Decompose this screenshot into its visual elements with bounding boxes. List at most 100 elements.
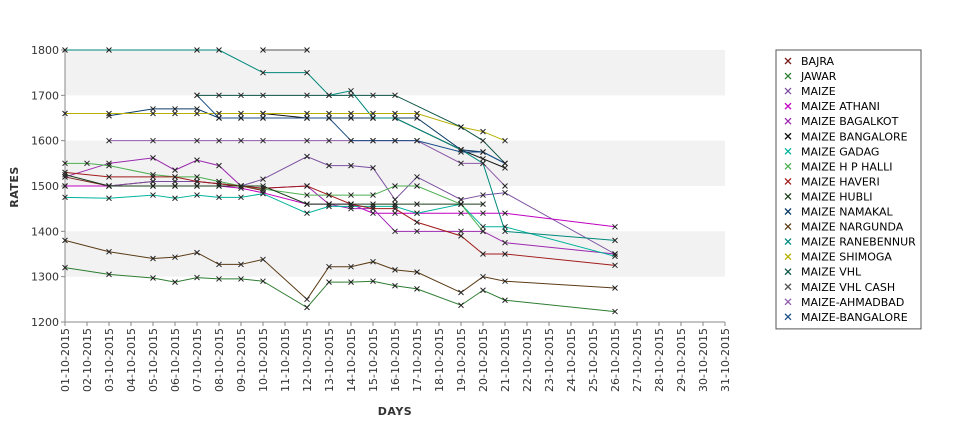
data-point-marker bbox=[348, 115, 354, 121]
legend-marker bbox=[784, 268, 792, 276]
series-line bbox=[197, 94, 506, 164]
legend-label: MAIZE SHIMOGA bbox=[801, 251, 892, 264]
data-point-marker bbox=[172, 167, 178, 173]
data-point-marker bbox=[414, 286, 420, 292]
data-point-marker bbox=[502, 210, 508, 217]
data-point-marker bbox=[194, 92, 200, 99]
legend-label: MAIZE VHL bbox=[801, 266, 862, 279]
data-point-marker bbox=[260, 256, 266, 263]
legend-marker bbox=[784, 298, 792, 306]
data-point-marker bbox=[370, 115, 376, 121]
x-tick-label: 15-10-2015 bbox=[367, 328, 380, 392]
data-point-marker bbox=[348, 137, 354, 144]
data-point-marker bbox=[194, 106, 200, 112]
data-point-marker bbox=[480, 287, 486, 294]
legend-marker bbox=[784, 102, 792, 110]
data-point-marker bbox=[326, 192, 332, 198]
data-point-marker bbox=[62, 47, 68, 53]
legend-label: MAIZE RANEBENNUR bbox=[801, 236, 916, 249]
data-point-marker bbox=[238, 137, 244, 144]
data-point-marker bbox=[326, 137, 332, 144]
data-point-marker bbox=[216, 180, 222, 187]
x-tick-label: 11-10-2015 bbox=[279, 328, 292, 392]
series-line bbox=[64, 174, 483, 205]
data-point-marker bbox=[194, 137, 200, 144]
data-point-marker bbox=[62, 169, 68, 176]
series-line bbox=[65, 155, 616, 255]
data-point-marker bbox=[194, 178, 200, 185]
data-point-marker bbox=[216, 110, 222, 117]
data-point-marker bbox=[458, 289, 464, 296]
series-group bbox=[260, 47, 310, 53]
data-point-marker bbox=[172, 174, 178, 180]
data-point-marker bbox=[458, 201, 464, 207]
data-point-marker bbox=[150, 255, 156, 262]
data-point-marker bbox=[304, 183, 310, 189]
data-point-marker bbox=[370, 137, 376, 144]
data-point-marker bbox=[62, 183, 68, 189]
data-point-marker bbox=[612, 253, 618, 260]
data-point-marker bbox=[106, 137, 112, 144]
legend-label: MAIZE-BANGALORE bbox=[801, 311, 908, 324]
data-point-marker bbox=[612, 285, 618, 291]
data-point-marker bbox=[370, 210, 376, 217]
data-point-marker bbox=[62, 264, 68, 271]
data-point-marker bbox=[304, 69, 310, 76]
data-point-marker bbox=[194, 174, 200, 180]
data-point-marker bbox=[194, 157, 200, 164]
data-point-marker bbox=[392, 115, 398, 121]
grid-band bbox=[65, 140, 725, 186]
y-tick-label: 1400 bbox=[31, 225, 59, 238]
x-tick-label: 31-10-2015 bbox=[719, 328, 732, 392]
x-tick-label: 18-10-2015 bbox=[433, 328, 446, 392]
data-point-marker bbox=[172, 279, 178, 285]
data-point-marker bbox=[502, 160, 508, 167]
data-point-marker bbox=[414, 174, 420, 180]
data-point-marker bbox=[348, 87, 354, 94]
data-point-marker bbox=[150, 192, 156, 198]
data-point-marker bbox=[106, 248, 112, 255]
y-tick-label: 1500 bbox=[31, 180, 59, 193]
data-point-marker bbox=[172, 183, 178, 189]
data-point-marker bbox=[62, 171, 68, 178]
data-point-marker bbox=[150, 178, 156, 185]
series-layer bbox=[62, 47, 618, 315]
data-point-marker bbox=[260, 47, 266, 53]
x-tick-label: 14-10-2015 bbox=[345, 328, 358, 392]
legend-label: MAIZE GADAG bbox=[801, 145, 879, 158]
data-point-marker bbox=[260, 115, 266, 121]
data-point-marker bbox=[216, 92, 222, 99]
legend-label: MAIZE HUBLI bbox=[801, 190, 872, 203]
data-point-marker bbox=[194, 249, 200, 256]
data-point-marker bbox=[326, 279, 332, 285]
x-tick-label: 03-10-2015 bbox=[103, 328, 116, 392]
legend-marker bbox=[784, 223, 792, 231]
data-point-marker bbox=[304, 153, 310, 160]
data-point-marker bbox=[612, 237, 618, 244]
legend-marker bbox=[784, 283, 792, 291]
data-point-marker bbox=[260, 92, 266, 99]
data-point-marker bbox=[348, 279, 354, 285]
data-point-marker bbox=[326, 201, 332, 207]
series-group bbox=[194, 92, 508, 167]
data-point-marker bbox=[502, 137, 508, 144]
x-tick-label: 29-10-2015 bbox=[675, 328, 688, 392]
data-point-marker bbox=[502, 183, 508, 189]
data-point-marker bbox=[502, 251, 508, 257]
data-point-marker bbox=[216, 276, 222, 282]
data-point-marker bbox=[502, 189, 508, 196]
legend-label: MAIZE BANGALORE bbox=[801, 130, 908, 143]
data-point-marker bbox=[502, 297, 508, 304]
data-point-marker bbox=[414, 110, 420, 117]
x-tick-label: 07-10-2015 bbox=[191, 328, 204, 392]
data-point-marker bbox=[106, 195, 112, 202]
legend-label: MAIZE BAGALKOT bbox=[801, 115, 899, 128]
data-point-marker bbox=[458, 302, 464, 309]
data-point-marker bbox=[370, 201, 376, 207]
data-point-marker bbox=[480, 155, 486, 162]
data-point-marker bbox=[260, 190, 266, 197]
data-point-marker bbox=[480, 251, 486, 257]
data-point-marker bbox=[304, 210, 310, 217]
data-point-marker bbox=[106, 183, 112, 189]
data-point-marker bbox=[480, 160, 486, 167]
